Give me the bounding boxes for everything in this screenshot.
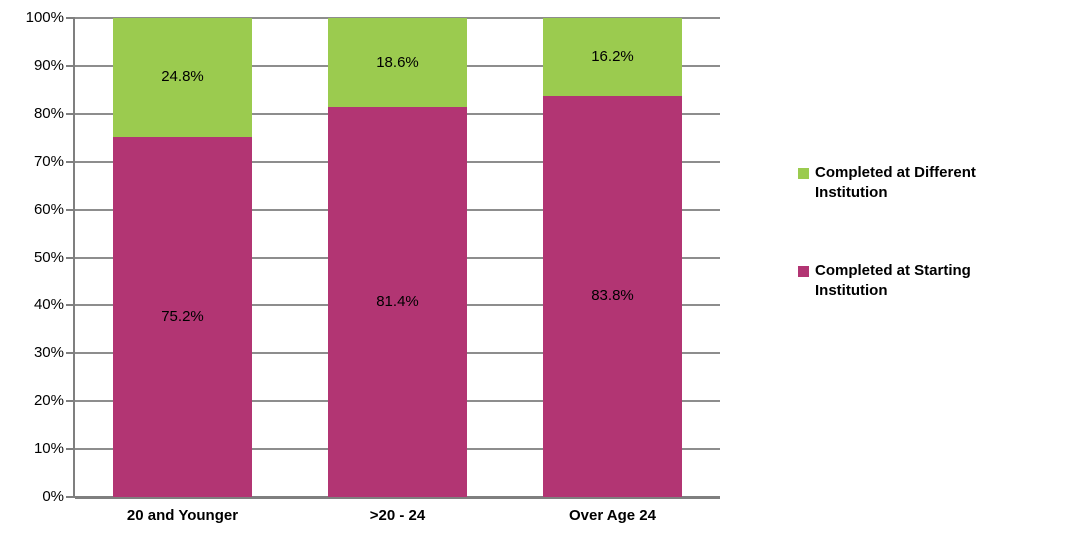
y-axis-label: 70% [33, 152, 64, 170]
y-axis-label: 40% [33, 296, 64, 314]
legend-label-different: Completed at Different Institution [815, 164, 976, 201]
x-axis-label: 20 and Younger [126, 507, 239, 524]
bar-segment-label: 18.6% [376, 53, 419, 71]
y-axis-label: 90% [33, 56, 64, 74]
legend-swatch-different-icon [798, 168, 809, 179]
y-axis-tick [66, 496, 75, 498]
bar-segment-different [113, 18, 252, 137]
y-axis-label: 100% [25, 9, 64, 26]
y-axis-tick [66, 256, 75, 259]
bar-segment-starting [328, 107, 467, 497]
y-axis-tick [66, 304, 75, 307]
bar-segment-label: 75.2% [161, 307, 204, 325]
y-axis-tick [66, 448, 75, 451]
legend-item-starting: Completed at Starting Institution [790, 261, 1050, 301]
legend-label-starting: Completed at Starting Institution [815, 262, 971, 299]
bar-segment-label: 24.8% [161, 68, 204, 86]
bar-segment-different [543, 18, 682, 96]
bar-segment-label: 16.2% [591, 47, 634, 65]
y-axis-tick [66, 352, 75, 355]
y-axis-label: 80% [33, 104, 64, 122]
y-axis-label: 60% [33, 200, 64, 218]
y-axis-label: 30% [33, 344, 64, 362]
y-axis-label: 0% [42, 488, 64, 505]
y-axis-tick [66, 400, 75, 403]
y-axis-tick [66, 17, 75, 19]
y-axis-tick [66, 64, 75, 67]
y-axis-label: 10% [33, 440, 64, 458]
y-axis-tick [66, 208, 75, 211]
bar-segment-starting [113, 136, 252, 497]
legend-swatch-starting-icon [798, 266, 809, 277]
y-axis-label: 50% [33, 248, 64, 266]
y-axis-tick [66, 112, 75, 115]
x-axis-line [75, 496, 720, 499]
y-axis-line [73, 18, 75, 497]
bar-segment-label: 81.4% [376, 293, 419, 311]
y-axis-tick [66, 160, 75, 163]
bar-segment-starting [543, 95, 682, 497]
bar-segment-different [328, 18, 467, 108]
bar-segment-label: 83.8% [591, 287, 634, 305]
x-axis-label: >20 - 24 [369, 507, 426, 524]
x-axis-label: Over Age 24 [569, 507, 656, 524]
legend: Completed at Different Institution Compl… [790, 0, 1060, 546]
y-axis-label: 20% [33, 392, 64, 410]
legend-item-different: Completed at Different Institution [790, 163, 1050, 203]
